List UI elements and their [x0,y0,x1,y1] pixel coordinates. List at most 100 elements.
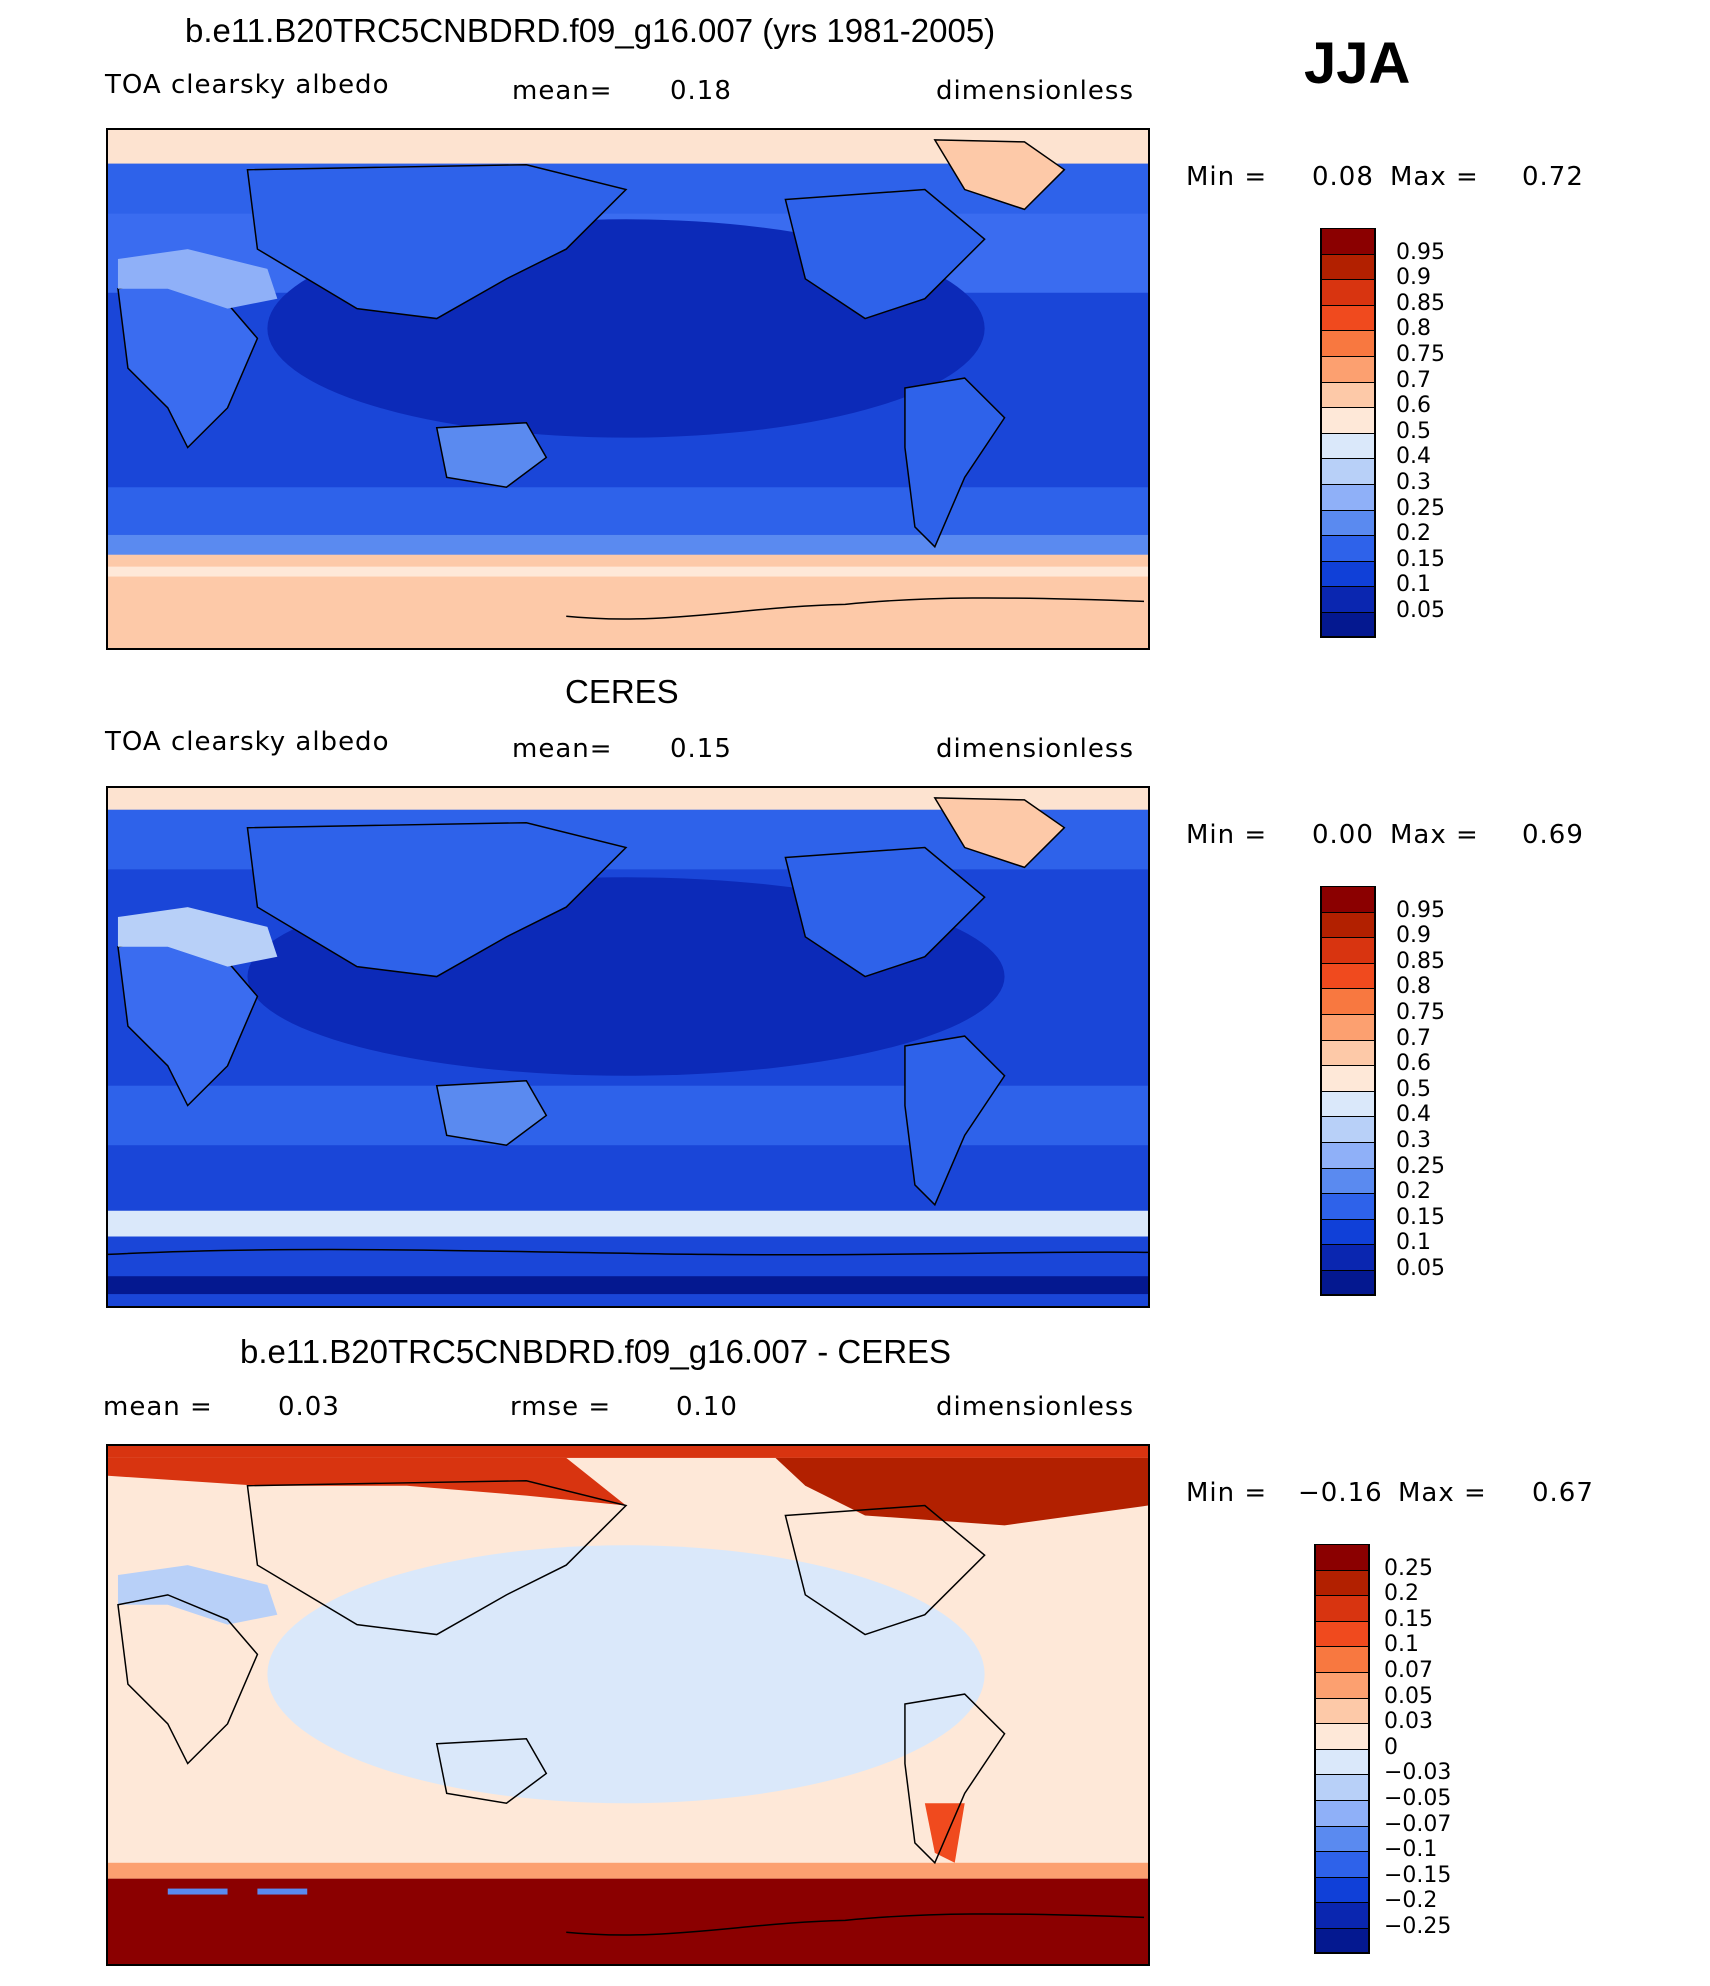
colorbar-cell [1320,560,1376,587]
obs-seaice-band [108,1210,1148,1237]
colorbar-label: 0.1 [1396,572,1431,598]
colorbar-cell [1320,1116,1376,1142]
obs-arctic-band [108,788,1148,810]
colorbar-label: 0.85 [1396,948,1445,974]
colorbar-label: 0 [1384,1734,1398,1760]
colorbar-cell [1320,356,1376,382]
colorbar-label: 0.25 [1396,1153,1445,1179]
panel-model-min-label: Min = [1186,162,1268,192]
diff-map-svg [108,1446,1148,1964]
obs-australia [435,1079,548,1147]
colorbar-label: 0.1 [1384,1632,1419,1658]
diff-arctic-band [108,1446,1148,1458]
panel-model-mean-label: mean= [512,76,613,106]
colorbar-cell [1314,1825,1370,1852]
colorbar-cell [1320,330,1376,356]
colorbar-label: −0.05 [1384,1786,1452,1811]
colorbar-cell [1314,1902,1370,1928]
obs-antarctic-low [108,1276,1148,1295]
colorbar-cell [1314,1928,1370,1954]
colorbar-label: 0.9 [1396,265,1431,291]
panel-diff-max-label: Max = [1398,1478,1487,1508]
obs-sahara [117,907,278,967]
colorbar-label: 0.2 [1384,1581,1419,1607]
diff-map [106,1444,1150,1966]
obs-map [106,786,1150,1308]
panel-diff-rmse-value: 0.10 [676,1392,738,1422]
colorbar-cell [1320,988,1376,1014]
panel-diff-title: b.e11.B20TRC5CNBDRD.f09_g16.007 - CERES [240,1333,952,1370]
model-australia [435,421,548,489]
model-map [106,128,1150,650]
colorbar-label: −0.2 [1384,1888,1438,1914]
colorbar-label: 0.05 [1396,598,1445,623]
diff-siberia-warm [108,1457,627,1506]
panel-model-min-value: 0.08 [1312,162,1374,192]
colorbar-cell [1320,1014,1376,1040]
diff-eurasia [246,1479,628,1636]
colorbar-cell [1320,1218,1376,1245]
colorbar-cell [1320,1039,1376,1066]
colorbar-cell [1320,484,1376,510]
colorbar-cell [1320,962,1376,989]
colorbar-cell [1314,1697,1370,1724]
panel-diff-units: dimensionless [936,1392,1134,1422]
model-south-america [904,377,1006,549]
panel-obs-min-label: Min = [1186,820,1268,850]
obs-south-america [904,1035,1006,1207]
panel-model-max-value: 0.72 [1522,162,1584,192]
colorbar-label: 0.95 [1396,897,1445,923]
colorbar-label: 0.6 [1396,1051,1431,1077]
diff-africa [117,1594,259,1765]
colorbar-label: 0.7 [1396,1025,1431,1051]
colorbar-label: −0.15 [1384,1862,1452,1888]
obs-eurasia [246,821,628,978]
colorbar-label: 0.2 [1396,1179,1431,1205]
colorbar-label: 0.5 [1396,418,1431,444]
colorbar-cell [1320,432,1376,459]
colorbar-label: 0.4 [1396,444,1431,470]
colorbar-label: 0.15 [1396,1204,1445,1230]
colorbar-label: −0.25 [1384,1914,1452,1939]
colorbar-label: −0.07 [1384,1811,1452,1837]
colorbar-cell [1314,1544,1370,1570]
colorbar-label: −0.1 [1384,1837,1438,1863]
colorbar-label: 0.75 [1396,342,1445,367]
panel-obs-min-value: 0.00 [1312,820,1374,850]
colorbar-cell [1314,1646,1370,1672]
colorbar-cell [1314,1748,1370,1775]
diff-australia [435,1737,548,1805]
panel-model-variable: TOA clearsky albedo [105,70,390,100]
panel-obs-max-value: 0.69 [1522,820,1584,850]
panel-diff-rmse-label: rmse = [510,1392,612,1422]
obs-map-svg [108,788,1148,1306]
panel-diff-mean-label: mean = [103,1392,213,1422]
colorbar-cell [1320,458,1376,484]
model-north-america [784,188,986,320]
colorbar-label: 0.3 [1396,1128,1431,1153]
colorbar-cell [1320,1167,1376,1194]
colorbar-cell [1314,1595,1370,1621]
colorbar-label: 0.8 [1396,974,1431,1000]
diff-antarctica-coast [566,1913,1145,1936]
panel-obs-mean-label: mean= [512,734,613,764]
diff-sahara-cool [117,1565,278,1625]
obs-antarctica-coast [108,1248,1148,1256]
colorbar-label: 0.15 [1384,1606,1433,1632]
colorbar-cell [1320,253,1376,280]
colorbar-label: 0.75 [1396,1000,1445,1025]
colorbar-label: 0.15 [1396,546,1445,572]
diff-seaice-cool-1 [167,1888,228,1895]
panel-obs-max-label: Max = [1390,820,1479,850]
colorbar-cell [1320,1065,1376,1091]
colorbar-label: 0.95 [1396,239,1445,265]
panel-obs-variable: TOA clearsky albedo [105,727,390,757]
diff-canada-warm [775,1457,1148,1526]
colorbar-label: 0.7 [1396,367,1431,393]
colorbar-cell [1320,535,1376,561]
colorbar-label: 0.8 [1396,316,1431,342]
colorbar-cell [1314,1569,1370,1596]
model-greenland [933,139,1066,211]
colorbar-cell [1320,937,1376,963]
model-map-svg [108,130,1148,648]
